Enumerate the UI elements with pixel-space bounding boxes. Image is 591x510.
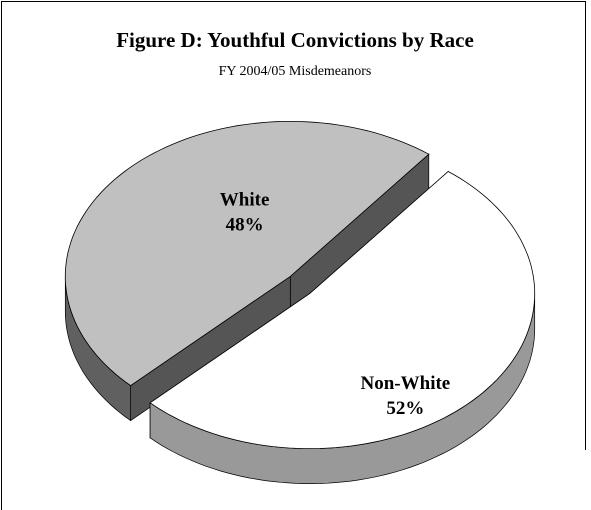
slice: Non-White 52% [149, 170, 536, 484]
pie: White 48% Non-White 52% [64, 121, 536, 484]
chart-title: Figure D: Youthful Convictions by Race [116, 28, 474, 52]
slice-label: Non-White [361, 373, 451, 394]
slice-top [149, 171, 536, 449]
slice-value-label: 48% [226, 215, 264, 236]
slice-top [64, 121, 430, 387]
chart-subtitle: FY 2004/05 Misdemeanors [219, 64, 372, 79]
slice-value-label: 52% [386, 398, 424, 419]
slice-label: White [220, 190, 270, 211]
slice: White 48% [64, 121, 430, 422]
